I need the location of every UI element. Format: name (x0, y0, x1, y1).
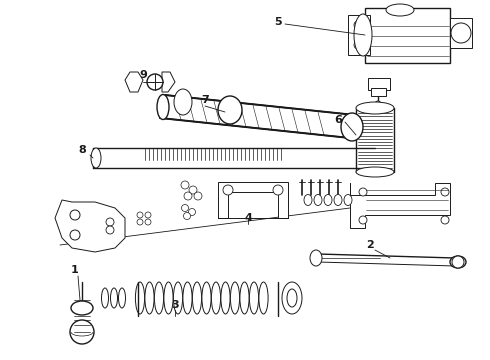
Ellipse shape (310, 250, 322, 266)
Ellipse shape (356, 102, 394, 114)
Ellipse shape (135, 282, 145, 314)
Circle shape (147, 74, 163, 90)
Circle shape (181, 204, 189, 211)
Text: 2: 2 (366, 240, 374, 250)
Ellipse shape (356, 167, 394, 177)
Circle shape (354, 21, 362, 29)
Text: 6: 6 (334, 115, 342, 125)
Circle shape (359, 188, 367, 196)
Ellipse shape (287, 289, 297, 307)
Text: 1: 1 (71, 265, 79, 275)
Circle shape (189, 208, 196, 216)
Ellipse shape (354, 14, 372, 56)
Ellipse shape (324, 194, 332, 206)
Circle shape (359, 216, 367, 224)
Text: 3: 3 (171, 300, 179, 310)
Ellipse shape (259, 282, 268, 314)
Ellipse shape (173, 282, 183, 314)
Circle shape (354, 41, 362, 49)
Circle shape (70, 230, 80, 240)
Polygon shape (218, 182, 288, 218)
Text: 8: 8 (78, 145, 86, 155)
Circle shape (223, 185, 233, 195)
Ellipse shape (164, 282, 173, 314)
Ellipse shape (91, 148, 101, 168)
Bar (371, 88, 386, 96)
Bar (450, 18, 472, 48)
Circle shape (137, 219, 143, 225)
Polygon shape (55, 200, 125, 252)
Ellipse shape (304, 194, 312, 206)
Ellipse shape (450, 256, 466, 268)
Ellipse shape (334, 194, 342, 206)
Bar (365, 8, 450, 63)
Ellipse shape (71, 301, 93, 315)
Ellipse shape (211, 282, 220, 314)
Circle shape (375, 101, 381, 107)
Ellipse shape (183, 282, 192, 314)
Ellipse shape (202, 282, 211, 314)
Ellipse shape (282, 282, 302, 314)
Polygon shape (162, 72, 175, 92)
Text: 7: 7 (201, 95, 209, 105)
Text: 9: 9 (139, 70, 147, 80)
Ellipse shape (249, 282, 259, 314)
Circle shape (145, 212, 151, 218)
Circle shape (183, 212, 191, 220)
Circle shape (137, 212, 143, 218)
Circle shape (145, 219, 151, 225)
Circle shape (181, 181, 189, 189)
Polygon shape (160, 95, 355, 138)
Ellipse shape (314, 194, 322, 206)
Ellipse shape (119, 288, 125, 308)
Ellipse shape (221, 282, 230, 314)
Circle shape (106, 218, 114, 226)
Polygon shape (125, 72, 143, 92)
Ellipse shape (154, 282, 164, 314)
Circle shape (70, 320, 94, 344)
Ellipse shape (111, 288, 118, 308)
Circle shape (441, 216, 449, 224)
Text: 4: 4 (244, 213, 252, 223)
Circle shape (441, 188, 449, 196)
Ellipse shape (101, 288, 108, 308)
Circle shape (451, 23, 471, 43)
Bar (368, 78, 390, 90)
Polygon shape (350, 183, 450, 228)
Ellipse shape (218, 96, 242, 124)
Circle shape (273, 185, 283, 195)
Ellipse shape (230, 282, 240, 314)
Circle shape (194, 192, 202, 200)
Circle shape (452, 256, 464, 268)
Ellipse shape (344, 194, 352, 206)
Circle shape (184, 192, 192, 200)
Ellipse shape (157, 94, 169, 120)
Circle shape (106, 226, 114, 234)
Circle shape (70, 210, 80, 220)
Circle shape (189, 186, 197, 194)
Ellipse shape (145, 282, 154, 314)
Text: 5: 5 (274, 17, 282, 27)
Ellipse shape (386, 4, 414, 16)
Ellipse shape (240, 282, 249, 314)
Ellipse shape (193, 282, 201, 314)
Ellipse shape (341, 113, 363, 141)
Bar (348, 15, 370, 55)
Ellipse shape (174, 89, 192, 115)
